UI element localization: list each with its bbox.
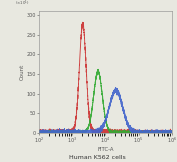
X-axis label: FITC-A: FITC-A	[97, 147, 114, 152]
Y-axis label: Count: Count	[19, 64, 24, 80]
Text: Human K562 cells: Human K562 cells	[69, 155, 126, 160]
Text: ($\times$10$^1$): ($\times$10$^1$)	[15, 0, 30, 8]
